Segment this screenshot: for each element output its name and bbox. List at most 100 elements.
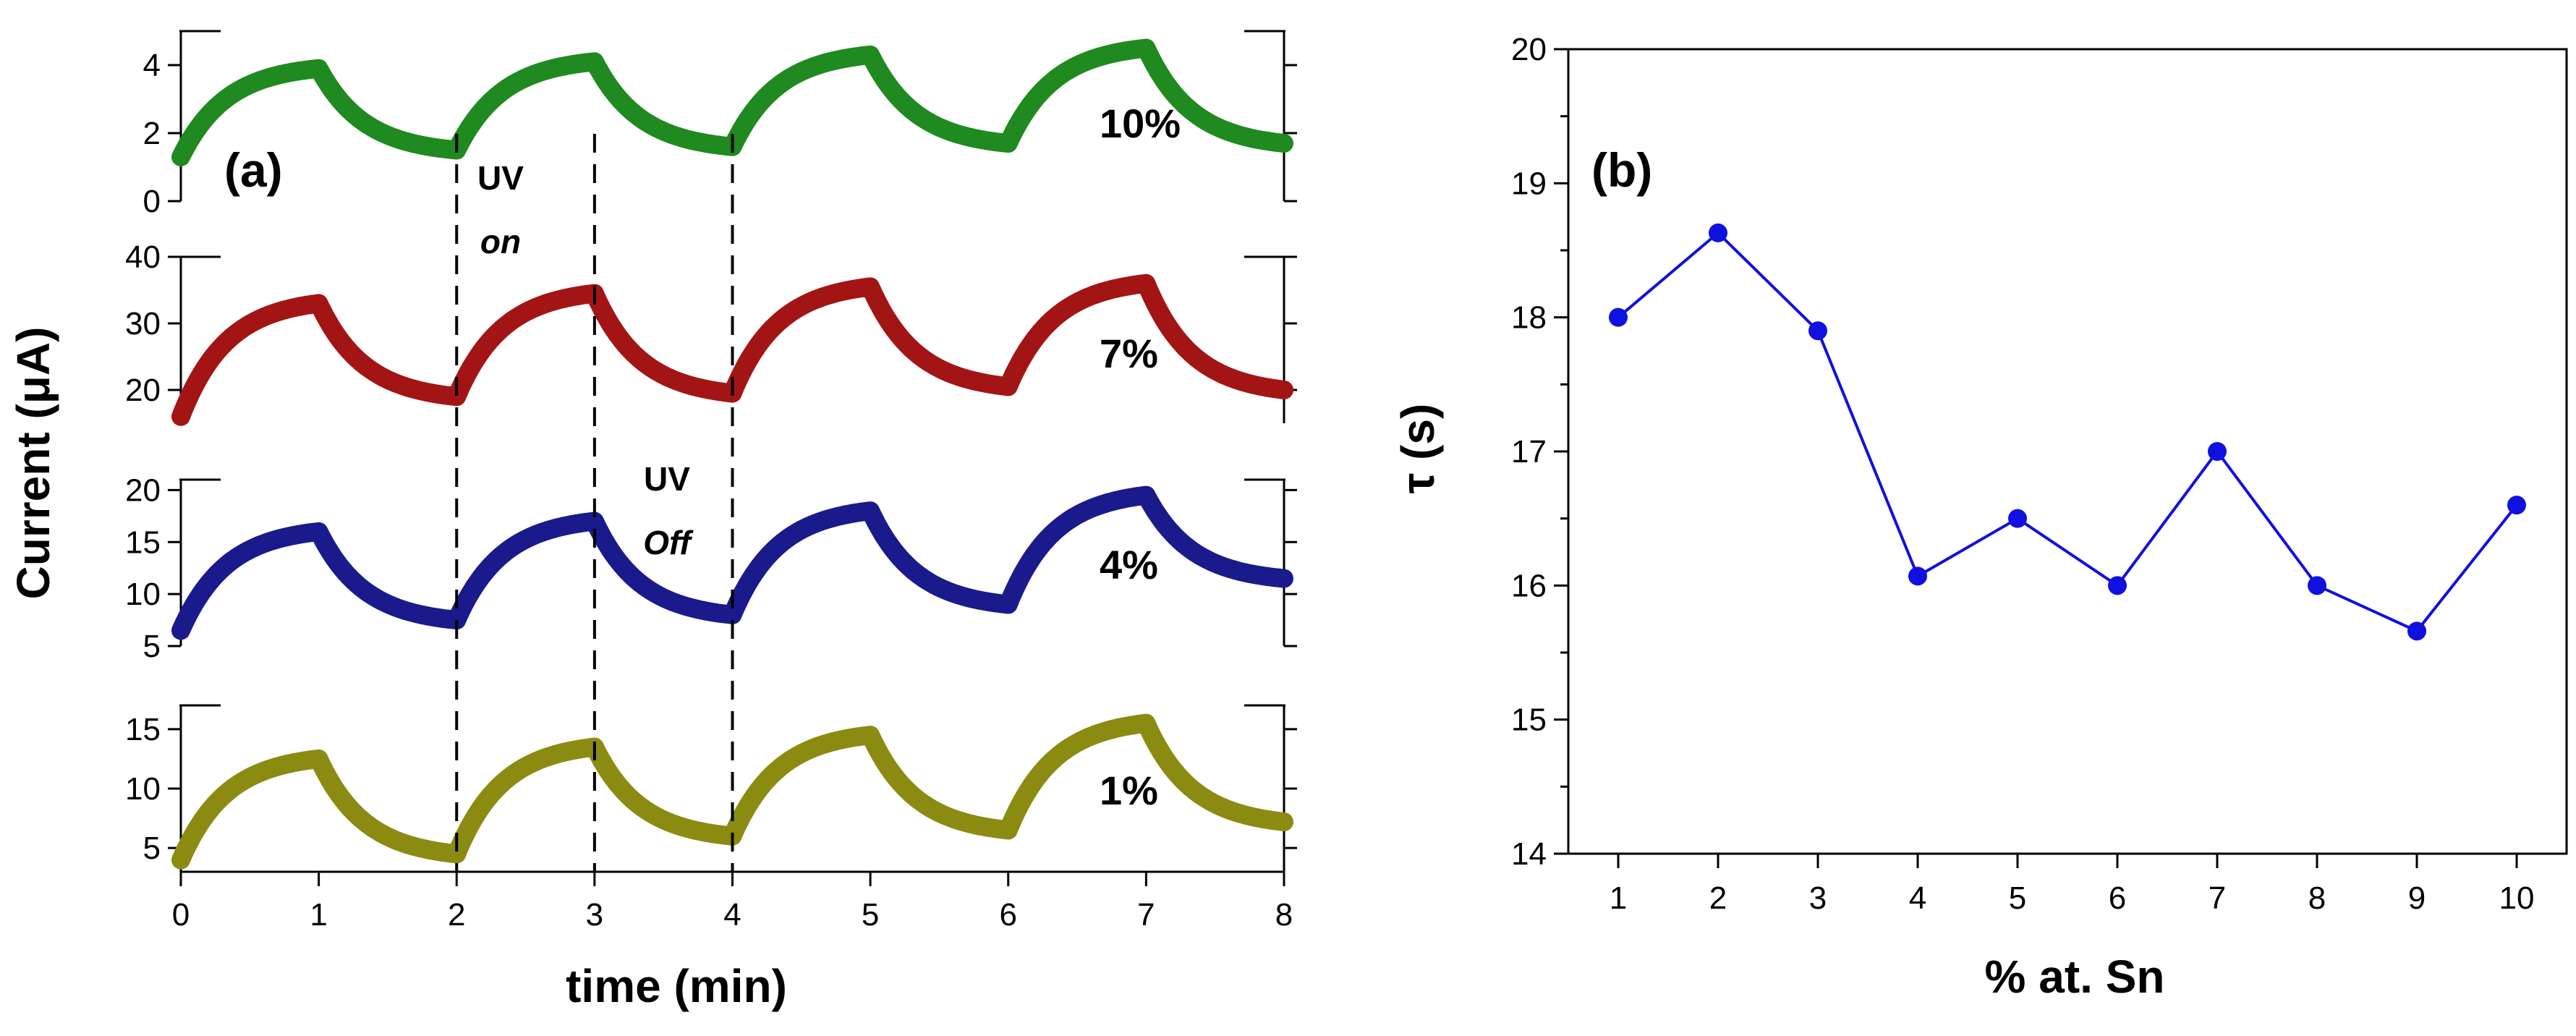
panel-a-marker	[1003, 129, 1019, 144]
panel-a-marker	[464, 583, 479, 598]
panel-a-marker	[1016, 791, 1031, 806]
panel-a-label: (a)	[224, 143, 283, 197]
panel-a-marker	[191, 817, 206, 832]
panel-a-marker	[737, 116, 752, 132]
panel-a-x-tick-label: 2	[448, 897, 465, 933]
panel-a-marker	[737, 582, 752, 597]
panel-a-marker	[779, 531, 794, 546]
panel-a-marker	[863, 727, 878, 742]
panel-a-marker	[590, 59, 605, 75]
panel-a-marker	[602, 78, 617, 93]
panel-a-marker	[1021, 781, 1037, 796]
panel-a-y-tick-label: 15	[125, 525, 161, 560]
panel-a-marker	[869, 58, 884, 73]
panel-a-marker	[749, 562, 764, 577]
panel-a-marker	[880, 759, 896, 774]
panel-a-marker	[216, 93, 231, 108]
panel-a-marker	[500, 770, 515, 786]
panel-a-marker	[1016, 564, 1031, 579]
panel-a-marker	[506, 311, 521, 326]
panel-a-marker	[317, 535, 332, 550]
panel-b-x-tick-label: 2	[1709, 880, 1727, 916]
panel-b-x-tick-label: 10	[2499, 880, 2535, 916]
panel-a-x-tick-label: 4	[723, 897, 741, 933]
panel-a-marker	[893, 550, 908, 565]
uv-on-label-line2: on	[480, 223, 521, 260]
panel-a-marker	[179, 609, 195, 624]
panel-a-marker	[1016, 107, 1031, 122]
panel-a-marker	[1003, 589, 1019, 604]
panel-b-data-point	[2208, 442, 2227, 461]
panel-a-marker	[1052, 519, 1067, 535]
panel-a-x-tick-label: 1	[310, 897, 327, 933]
panel-a-marker	[329, 783, 344, 798]
panel-a-marker	[203, 351, 218, 366]
panel-a-marker	[602, 765, 617, 780]
panel-a-marker	[233, 321, 248, 336]
panel-a-marker	[1171, 768, 1186, 784]
panel-a-marker	[311, 523, 326, 538]
panel-b-y-tick-label: 16	[1511, 568, 1547, 603]
panel-a-marker	[1052, 305, 1067, 320]
panel-a-marker	[174, 622, 188, 637]
panel-a-marker	[329, 327, 344, 342]
panel-a-marker	[1136, 276, 1151, 291]
panel-a-marker	[191, 119, 206, 134]
panel-b-y-tick-label: 20	[1511, 32, 1547, 67]
panel-b-y-axis-label: τ (s)	[1392, 404, 1444, 494]
panel-a-marker	[323, 545, 339, 560]
panel-a-series-0: 0 2 4 10%	[143, 30, 1297, 219]
panel-a-marker	[785, 527, 800, 542]
panel-a-series-1: 20 30 40 7%	[125, 239, 1297, 426]
panel-a-marker	[749, 339, 764, 354]
panel-a-marker	[887, 543, 902, 558]
panel-a-marker	[614, 781, 629, 796]
panel-a-x-tick-label: 0	[172, 897, 190, 933]
panel-a-marker	[506, 538, 521, 553]
panel-a-marker	[875, 68, 890, 83]
panel-a-marker	[596, 69, 611, 85]
panel-b-data-point	[1908, 566, 1927, 586]
panel-a-marker	[335, 791, 350, 807]
panel-b-x-tick-label: 1	[1610, 880, 1627, 916]
panel-a-marker	[464, 358, 479, 373]
panel-a-marker	[335, 95, 350, 110]
panel-a-marker	[470, 349, 485, 364]
panel-a-marker	[494, 84, 509, 99]
panel-a-marker	[749, 784, 764, 799]
panel-a-marker	[893, 775, 908, 790]
panel-a-marker	[1058, 514, 1073, 530]
panel-a-x-tick-label: 7	[1137, 897, 1155, 933]
panel-a-marker	[614, 332, 629, 347]
panel-b-x-tick-label: 7	[2209, 880, 2226, 916]
panel-a-marker	[197, 580, 213, 595]
panel-b-data-point	[1609, 307, 1628, 327]
panel-b-x-axis-label: % at. Sn	[1985, 951, 2165, 1003]
panel-a-marker	[1142, 282, 1157, 297]
panel-a-series-label-2: 4%	[1100, 542, 1158, 587]
panel-a-x-axis-label: time (min)	[566, 960, 787, 1012]
panel-a-marker	[887, 85, 902, 100]
panel-b-data-point	[2008, 509, 2027, 528]
panel-b-series-line	[1617, 231, 2518, 633]
panel-a-marker	[476, 796, 491, 811]
panel-a-marker	[773, 76, 788, 91]
panel-a-marker	[221, 88, 237, 103]
panel-a-marker	[614, 556, 629, 572]
panel-a-y-tick-label: 10	[125, 577, 161, 612]
panel-a-marker	[880, 313, 896, 328]
panel-a-marker	[1142, 46, 1157, 61]
panel-a-marker	[227, 778, 242, 794]
panel-a-marker	[773, 759, 788, 774]
panel-a-marker	[1154, 744, 1169, 759]
panel-a-marker	[506, 765, 521, 781]
panel-a-marker	[329, 88, 344, 103]
panel-a-marker	[743, 349, 758, 364]
panel-a-marker	[179, 394, 195, 409]
panel-a-marker	[1136, 716, 1151, 731]
panel-a-y-tick-label: 5	[143, 629, 161, 664]
panel-a-marker	[779, 307, 794, 323]
panel-a-marker	[880, 77, 896, 92]
panel-b-data-point	[2507, 496, 2526, 515]
